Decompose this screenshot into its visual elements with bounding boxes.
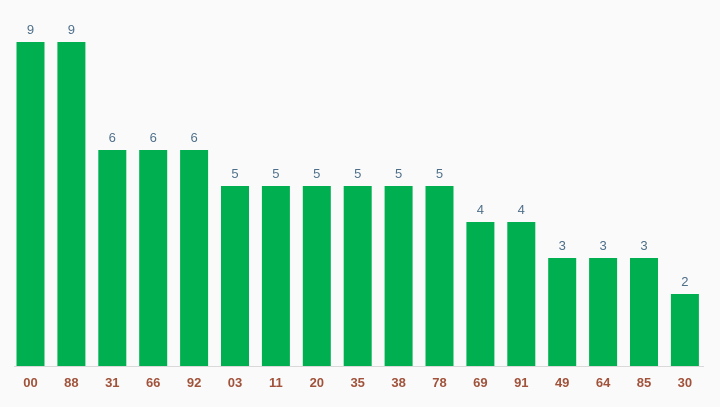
bar-64 — [589, 258, 618, 366]
value-label-38: 5 — [395, 166, 402, 181]
bar-35 — [343, 186, 372, 366]
bar-30 — [670, 294, 699, 366]
value-label-49: 3 — [559, 238, 566, 253]
value-label-31: 6 — [109, 130, 116, 145]
bar-11 — [261, 186, 290, 366]
category-label-92: 92 — [187, 375, 201, 390]
value-label-64: 3 — [599, 238, 606, 253]
bar-03 — [221, 186, 249, 366]
category-label-38: 38 — [391, 375, 405, 390]
value-label-69: 4 — [477, 202, 484, 217]
bar-20 — [302, 186, 331, 366]
value-label-11: 5 — [272, 166, 279, 181]
category-label-03: 03 — [228, 375, 242, 390]
bar-66 — [139, 150, 168, 366]
category-label-00: 00 — [23, 375, 37, 390]
category-label-11: 11 — [269, 375, 283, 390]
category-label-30: 30 — [678, 375, 692, 390]
category-label-64: 64 — [596, 375, 611, 390]
category-label-20: 20 — [310, 375, 324, 390]
bar-69 — [466, 222, 495, 366]
category-label-85: 85 — [637, 375, 651, 390]
category-label-31: 31 — [105, 375, 119, 390]
bar-00 — [16, 42, 45, 366]
category-label-35: 35 — [350, 375, 364, 390]
value-labels-group: 9 9 6 6 6 5 5 5 5 5 5 4 4 3 3 3 2 — [27, 22, 689, 289]
category-label-66: 66 — [146, 375, 160, 390]
value-label-85: 3 — [640, 238, 647, 253]
category-label-88: 88 — [64, 375, 78, 390]
bar-85 — [630, 258, 658, 366]
bar-88 — [57, 42, 86, 366]
category-label-78: 78 — [432, 375, 446, 390]
bar-92 — [180, 150, 209, 366]
bar-78 — [425, 186, 454, 366]
value-label-91: 4 — [518, 202, 525, 217]
category-label-49: 49 — [555, 375, 569, 390]
bars-group — [16, 42, 699, 366]
category-label-91: 91 — [514, 375, 528, 390]
value-label-78: 5 — [436, 166, 443, 181]
value-label-30: 2 — [681, 274, 688, 289]
value-label-00: 9 — [27, 22, 34, 37]
value-label-66: 6 — [150, 130, 157, 145]
bar-31 — [98, 150, 127, 366]
value-label-92: 6 — [190, 130, 197, 145]
value-label-88: 9 — [68, 22, 75, 37]
bar-38 — [384, 186, 413, 366]
bar-91 — [507, 222, 536, 366]
category-labels-group: 00 88 31 66 92 03 11 20 35 38 78 69 91 49 64 85 30 — [23, 375, 692, 390]
category-label-69: 69 — [473, 375, 487, 390]
value-label-20: 5 — [313, 166, 320, 181]
value-label-03: 5 — [231, 166, 238, 181]
bar-49 — [548, 258, 577, 366]
value-label-35: 5 — [354, 166, 361, 181]
